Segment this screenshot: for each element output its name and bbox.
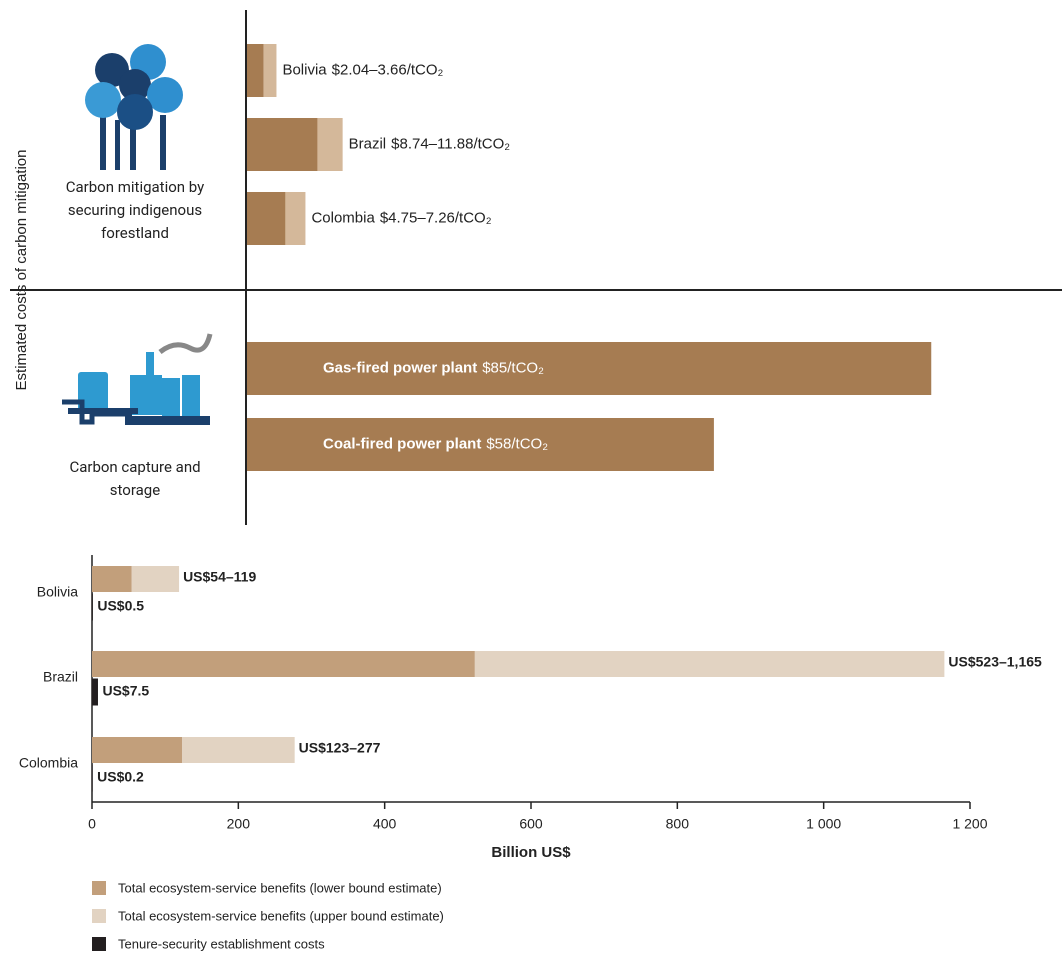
bar-label: Colombia $4.75–7.26/tCO₂ [311, 209, 491, 226]
category-label: Colombia [311, 209, 375, 226]
group-label: Carbon capture and storage [69, 458, 201, 499]
x-tick-label: 1 200 [952, 816, 987, 832]
y-axis-label: Estimated costs of carbon mitigation [13, 150, 30, 391]
x-tick-label: 1 000 [806, 816, 841, 832]
value-label: $85/tCO₂ [482, 359, 544, 376]
value-label: $58/tCO₂ [486, 435, 548, 452]
x-tick-label: 0 [88, 816, 96, 832]
bar [92, 566, 132, 592]
category-label: Gas-fired power plant [323, 359, 477, 376]
legend-swatch [92, 937, 106, 951]
value-label: $4.75–7.26/tCO₂ [380, 209, 492, 226]
bar-label: Bolivia $2.04–3.66/tCO₂ [282, 61, 443, 78]
category-label: Bolivia [282, 61, 327, 78]
group-label: Carbon mitigation by securing indigenous… [65, 178, 205, 242]
value-label: $8.74–11.88/tCO₂ [391, 135, 510, 152]
y-tick-label: Colombia [19, 755, 78, 771]
bar [247, 192, 286, 245]
y-tick-label: Brazil [43, 669, 78, 685]
category-label: Brazil [349, 135, 387, 152]
x-tick-label: 600 [519, 816, 543, 832]
bar-label: Gas-fired power plant $85/tCO₂ [323, 359, 544, 376]
bar [247, 118, 318, 171]
value-label: US$7.5 [102, 683, 149, 699]
legend-label: Total ecosystem-service benefits (lower … [118, 880, 442, 895]
bar [92, 737, 182, 763]
bar-label: Brazil $8.74–11.88/tCO₂ [349, 135, 511, 152]
bar [247, 44, 264, 97]
bar [91, 678, 98, 706]
legend-label: Tenure-security establishment costs [118, 936, 325, 951]
x-axis-label: Billion US$ [491, 844, 571, 861]
legend-swatch [92, 909, 106, 923]
range-label: US$54–119 [183, 569, 256, 585]
value-label: $2.04–3.66/tCO₂ [332, 61, 444, 78]
forest-icon [85, 44, 183, 170]
x-tick-label: 200 [227, 816, 251, 832]
x-tick-label: 800 [666, 816, 690, 832]
bar-label: Coal-fired power plant $58/tCO₂ [323, 435, 548, 452]
legend-label: Total ecosystem-service benefits (upper … [118, 908, 444, 923]
bar [247, 342, 932, 395]
x-tick-label: 400 [373, 816, 397, 832]
bar [247, 418, 714, 471]
y-tick-label: Bolivia [37, 584, 78, 600]
range-label: US$123–277 [299, 740, 381, 756]
category-label: Coal-fired power plant [323, 435, 481, 452]
factory-icon [62, 333, 213, 425]
legend-swatch [92, 881, 106, 895]
value-label: US$0.5 [97, 598, 144, 614]
value-label: US$0.2 [97, 769, 144, 785]
bar [92, 651, 475, 677]
range-label: US$523–1,165 [948, 654, 1042, 670]
